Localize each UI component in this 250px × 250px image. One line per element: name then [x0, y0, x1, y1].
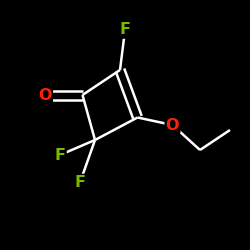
Text: F: F	[120, 22, 130, 38]
Text: O: O	[166, 118, 179, 132]
Text: F: F	[74, 175, 86, 190]
Text: F: F	[54, 148, 66, 162]
Text: O: O	[38, 88, 52, 102]
